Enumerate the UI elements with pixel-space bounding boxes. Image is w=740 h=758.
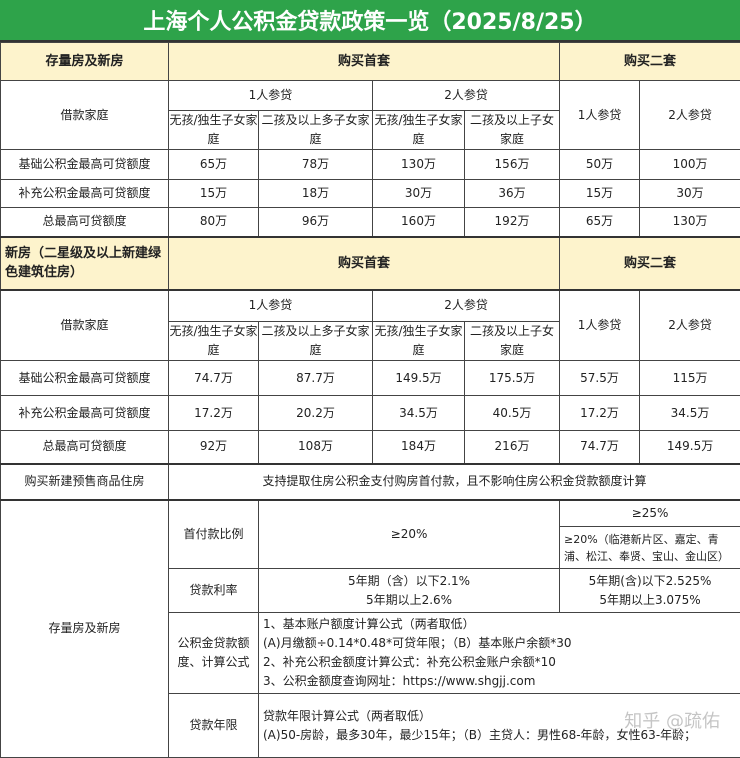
row-label: 总最高可贷额度 [1, 208, 169, 237]
family-label-2: 借款家庭 [1, 290, 169, 361]
cell-value: 20.2万 [259, 396, 373, 431]
formula-line: 2、补充公积金额度计算公式：补充公积金账户余额*10 [263, 653, 740, 672]
cell-value: 65万 [560, 208, 640, 237]
cell-value: 80万 [169, 208, 259, 237]
cell-value: 92万 [169, 431, 259, 464]
cell-value: 57.5万 [560, 361, 640, 396]
row-label: 基础公积金最高可贷额度 [1, 150, 169, 180]
section1-label: 存量房及新房 [1, 43, 169, 81]
presale-text: 支持提取住房公积金支付购房首付款，且不影响住房公积金贷款额度计算 [169, 464, 740, 500]
section2-label: 新房（二星级及以上新建绿色建筑住房） [1, 237, 169, 290]
cell-value: 18万 [259, 180, 373, 208]
first-home-header-2: 购买首套 [169, 237, 560, 290]
col-multi-s2: 二孩及以上多子女家庭 [259, 322, 373, 361]
cell-value: 149.5万 [640, 431, 740, 464]
one-borrower-2: 1人参贷 [169, 290, 373, 322]
cell-value: 30万 [640, 180, 740, 208]
rate-second-short: 5年期(含)以下2.525% [560, 572, 740, 591]
cell-value: 149.5万 [373, 361, 465, 396]
two-borrowers-2: 2人参贷 [373, 290, 560, 322]
row-label: 补充公积金最高可贷额度 [1, 180, 169, 208]
cell-value: 192万 [465, 208, 560, 237]
family-label: 借款家庭 [1, 81, 169, 150]
cell-value: 184万 [373, 431, 465, 464]
col-nochild-2: 无孩/独生子女家庭 [373, 111, 465, 150]
cell-value: 130万 [640, 208, 740, 237]
cell-value: 115万 [640, 361, 740, 396]
formula-line: (A)月缴额÷0.14*0.48*可贷年限；（B）基本账户余额*30 [263, 634, 740, 653]
two-borrowers: 2人参贷 [373, 81, 560, 111]
row-label: 总最高可贷额度 [1, 431, 169, 464]
cell-value: 74.7万 [560, 431, 640, 464]
rate-label: 贷款利率 [169, 569, 259, 613]
rate-first-short: 5年期（含）以下2.1% [259, 572, 559, 591]
cell-value: 65万 [169, 150, 259, 180]
cell-value: 34.5万 [640, 396, 740, 431]
cell-value: 50万 [560, 150, 640, 180]
cell-value: 160万 [373, 208, 465, 237]
col-multi: 二孩及以上多子女家庭 [259, 111, 373, 150]
cell-value: 30万 [373, 180, 465, 208]
cell-value: 96万 [259, 208, 373, 237]
rate-first-long: 5年期以上2.6% [259, 591, 559, 610]
col-multi-2: 二孩及以上子女家庭 [465, 111, 560, 150]
presale-label: 购买新建预售商品住房 [1, 464, 169, 500]
cell-value: 78万 [259, 150, 373, 180]
one-borrower: 1人参贷 [169, 81, 373, 111]
down-payment-label: 首付款比例 [169, 500, 259, 569]
cell-value: 130万 [373, 150, 465, 180]
down-payment-second-alt: ≥20%（临港新片区、嘉定、青浦、松江、奉贤、宝山、金山区） [560, 527, 740, 569]
cell-value: 175.5万 [465, 361, 560, 396]
formula-line: 1、基本账户额度计算公式（两者取低） [263, 615, 740, 634]
cell-value: 17.2万 [560, 396, 640, 431]
policy-table: 存量房及新房 购买首套 购买二套 借款家庭 1人参贷 2人参贷 1人参贷 2人参… [0, 42, 740, 758]
col-nochild: 无孩/独生子女家庭 [169, 111, 259, 150]
cell-value: 108万 [259, 431, 373, 464]
watermark: 知乎 @疏佑 [624, 707, 720, 733]
down-payment-second: ≥25% [560, 500, 740, 527]
formula-text: 1、基本账户额度计算公式（两者取低）(A)月缴额÷0.14*0.48*可贷年限；… [259, 613, 740, 694]
cell-value: 74.7万 [169, 361, 259, 396]
cell-value: 216万 [465, 431, 560, 464]
section3-label: 存量房及新房 [1, 500, 169, 758]
row-label: 补充公积金最高可贷额度 [1, 396, 169, 431]
page-title: 上海个人公积金贷款政策一览（2025/8/25） [0, 0, 740, 42]
cell-value: 100万 [640, 150, 740, 180]
second-two-borrowers: 2人参贷 [640, 81, 740, 150]
cell-value: 87.7万 [259, 361, 373, 396]
cell-value: 40.5万 [465, 396, 560, 431]
cell-value: 36万 [465, 180, 560, 208]
first-home-header: 购买首套 [169, 43, 560, 81]
cell-value: 34.5万 [373, 396, 465, 431]
cell-value: 156万 [465, 150, 560, 180]
row-label: 基础公积金最高可贷额度 [1, 361, 169, 396]
down-payment-first: ≥20% [259, 500, 560, 569]
cell-value: 17.2万 [169, 396, 259, 431]
col-multi-2-s2: 二孩及以上子女家庭 [465, 322, 560, 361]
second-home-header: 购买二套 [560, 43, 740, 81]
second-one-borrower: 1人参贷 [560, 81, 640, 150]
col-nochild-s2: 无孩/独生子女家庭 [169, 322, 259, 361]
years-label: 贷款年限 [169, 694, 259, 758]
rate-first: 5年期（含）以下2.1%5年期以上2.6% [259, 569, 560, 613]
second-one-borrower-2: 1人参贷 [560, 290, 640, 361]
rate-second-long: 5年期以上3.075% [560, 591, 740, 610]
rate-second: 5年期(含)以下2.525%5年期以上3.075% [560, 569, 740, 613]
cell-value: 15万 [560, 180, 640, 208]
second-two-borrowers-2: 2人参贷 [640, 290, 740, 361]
second-home-header-2: 购买二套 [560, 237, 740, 290]
col-nochild-2-s2: 无孩/独生子女家庭 [373, 322, 465, 361]
cell-value: 15万 [169, 180, 259, 208]
formula-line: 3、公积金额度查询网址：https://www.shgjj.com [263, 672, 740, 691]
formula-label: 公积金贷款额度、计算公式 [169, 613, 259, 694]
